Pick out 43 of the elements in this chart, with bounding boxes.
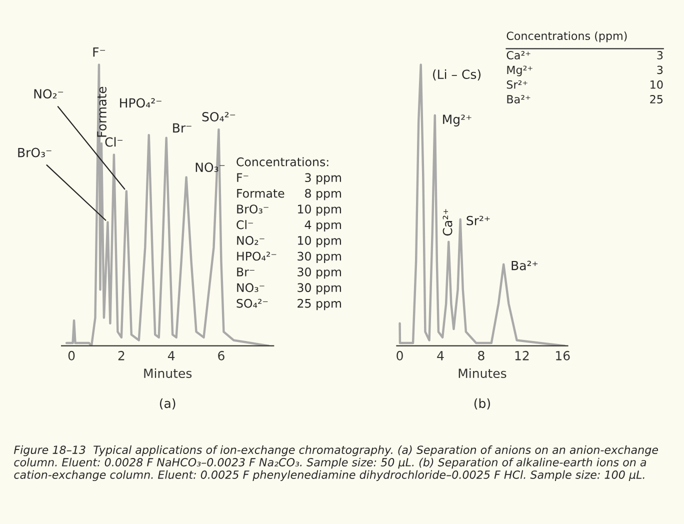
annotation: HPO₄²⁻ [120, 98, 162, 108]
x-tick-label: 0 [68, 350, 75, 360]
x-tick-label: 2 [118, 350, 124, 360]
text: (a) [160, 398, 176, 410]
annotation: BrO₃⁻ [18, 148, 52, 158]
annotation: F⁻ [93, 48, 106, 57]
text: Cl⁻ 4 ppm [236, 220, 341, 232]
annotation: Cl⁻ [105, 137, 123, 147]
x-tick-label: 6 [218, 350, 224, 360]
x-axis-title: Minutes [458, 368, 506, 378]
x-tick-label: 4 [437, 351, 444, 360]
text: Sr²⁺ 10 [506, 80, 663, 89]
x-tick-label: 0 [396, 350, 403, 360]
annotation: Formate [97, 86, 106, 137]
text: Mg²⁺ 3 [507, 66, 663, 76]
annotation: NO₃⁻ [196, 162, 225, 172]
caption: Figure 18–13 Typical applications of ion-exchange chromatography. (a) Separation of anions on an anion-exchange column. Eluent: 0.0028 F NaHCO₃–0.0023 F Na₂CO₃. Sample size: 50 µL. (b) Separation of alkaline-earth ions on a cation-exchange column. Eluent: 0.0025 F phenylenediamine dihydrochloride–0.0025 F HCl. Sample size: 100 µL. [14, 445, 658, 482]
text: NO₂⁻ 10 ppm [237, 236, 341, 248]
annotation: SO₄²⁻ [202, 112, 236, 122]
annotation: Concentrations: [236, 157, 328, 166]
text: (b) [474, 398, 490, 410]
x-axis-title: Minutes [144, 368, 192, 378]
text: F⁻ 3 ppm [237, 173, 341, 184]
x-tick-label: 12 [515, 350, 529, 360]
x-tick-label: 16 [556, 350, 570, 360]
text: HPO₄²⁻ 30 ppm [237, 252, 341, 263]
text: Formate 8 ppm [237, 188, 341, 200]
text: Concentrations (ppm) [506, 31, 627, 42]
annotation: NO₂⁻ [34, 89, 64, 99]
annotation: Mg²⁺ [443, 114, 472, 126]
x-tick-label: 4 [168, 351, 175, 360]
annotation: Sr²⁺ [466, 216, 490, 226]
annotation: (Li – Cs) [433, 69, 481, 80]
x-tick-label: 8 [478, 350, 484, 360]
text: NO₃⁻ 30 ppm [237, 283, 341, 294]
annotation: Ca²⁺ [442, 209, 452, 236]
annotation: Br⁻ [173, 123, 192, 132]
text: Br⁻ 30 ppm [237, 267, 341, 279]
annotation: Ba²⁺ [512, 260, 538, 270]
text: Ca²⁺ 3 [506, 51, 663, 60]
text: Ba²⁺ 25 [507, 95, 663, 104]
text: SO₄²⁻ 25 ppm [236, 298, 341, 310]
text: BrO₃⁻ 10 ppm [237, 204, 341, 216]
